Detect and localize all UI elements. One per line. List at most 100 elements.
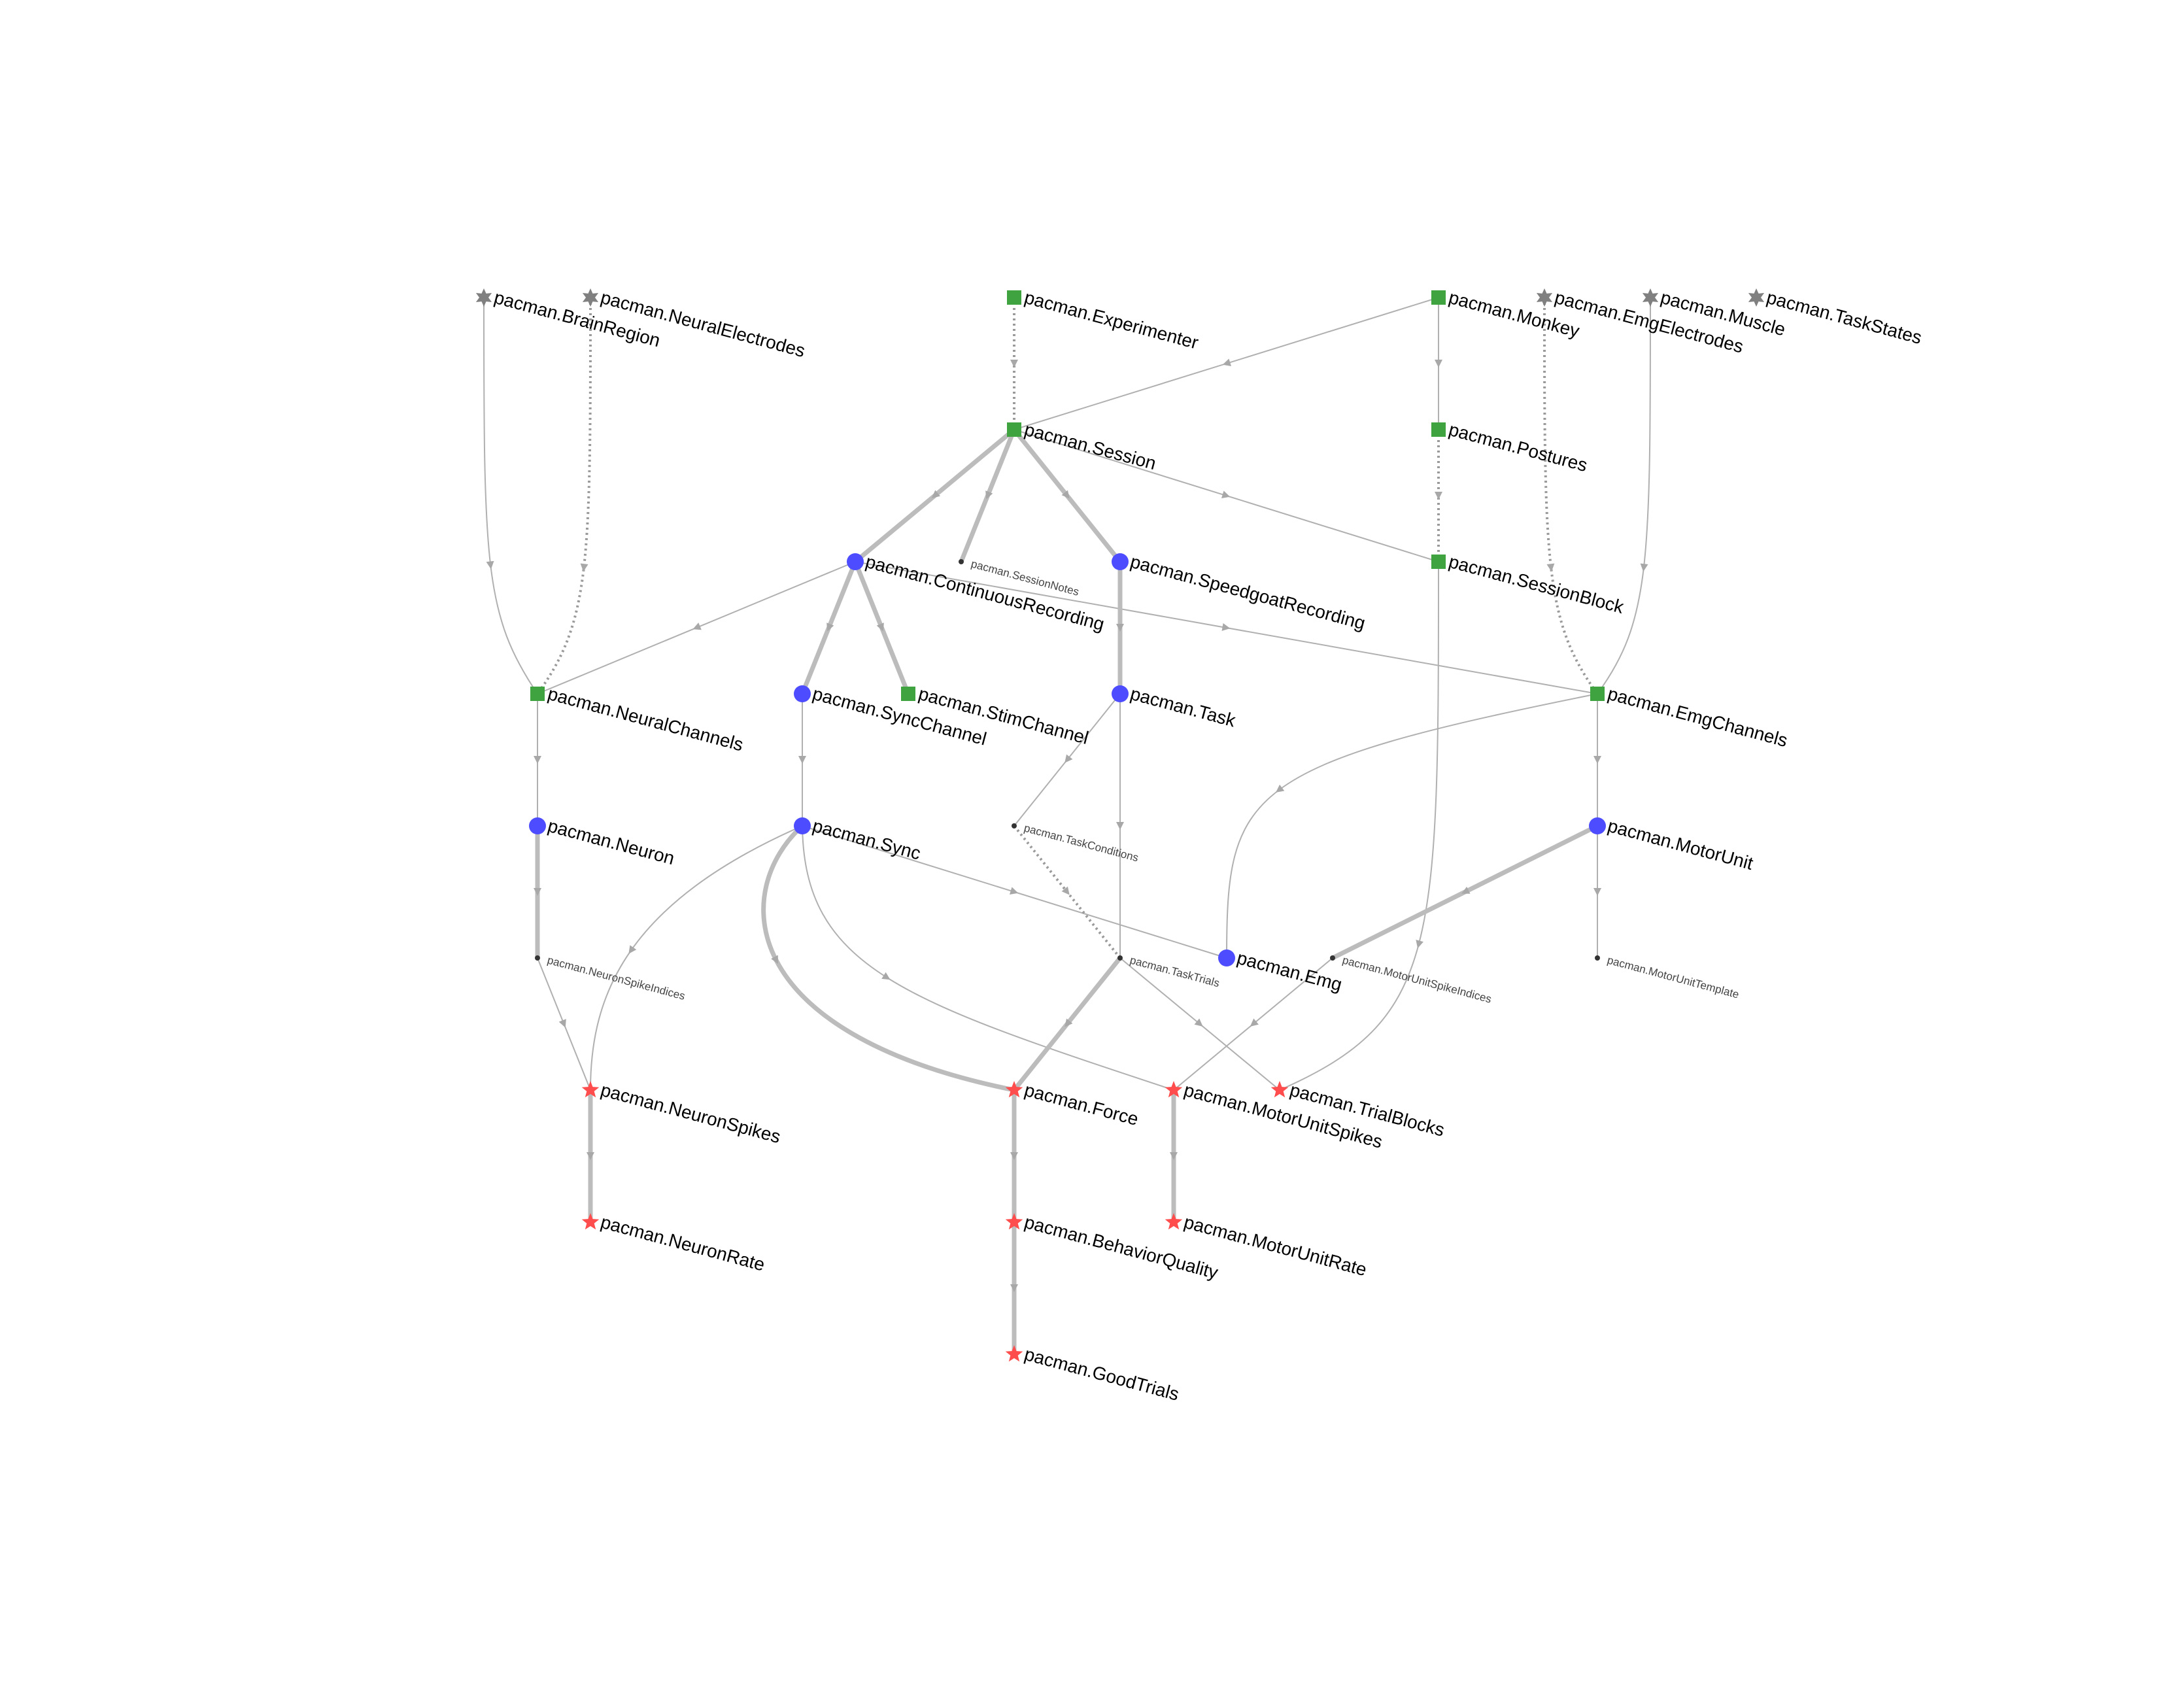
computed-table-star-icon [581, 1081, 600, 1098]
edge-pacman-muscle-to-pacman-emgchannels [1597, 297, 1651, 694]
node-pacman-neuralchannels[interactable]: pacman.NeuralChannels [530, 683, 745, 755]
arrowhead-pacman-taskconditions-to-pacman-tasktrials [1061, 886, 1070, 895]
part-table-dot-icon [959, 559, 964, 564]
edge-pacman-sync-to-pacman-force [761, 824, 1015, 1093]
arrowhead-pacman-monkey-to-pacman-session [1222, 358, 1232, 366]
arrowhead-pacman-brainregion-to-pacman-neuralchannels [486, 560, 494, 570]
part-table-dot-icon [1595, 955, 1600, 961]
manual-table-square-icon [530, 687, 545, 701]
node-label: pacman.MotorUnitTemplate [1606, 954, 1741, 1001]
node-pacman-goodtrials[interactable]: pacman.GoodTrials [1005, 1344, 1182, 1405]
computed-table-star-icon [1270, 1081, 1289, 1098]
node-label: pacman.SyncChannel [810, 683, 989, 749]
node-label: pacman.NeuronRate [598, 1212, 767, 1275]
imported-table-circle-icon [847, 553, 864, 570]
part-table-dot-icon [535, 955, 540, 961]
node-label: pacman.NeuronSpikeIndices [546, 954, 687, 1003]
manual-table-square-icon [1007, 290, 1021, 305]
node-pacman-motorunit[interactable]: pacman.MotorUnit [1589, 815, 1756, 874]
imported-table-circle-icon [1589, 817, 1606, 834]
node-label: pacman.MotorUnit [1605, 815, 1755, 874]
arrowhead-pacman-neuralchannels-to-pacman-neuron [534, 756, 541, 764]
arrowhead-pacman-continuousrecording-to-pacman-stimchannel [876, 623, 884, 632]
part-table-dot-icon [1012, 823, 1017, 828]
arrowhead-pacman-neuronspikeindices-to-pacman-neuronspikes [558, 1019, 566, 1028]
part-table-dot-icon [1117, 955, 1123, 961]
computed-table-star-icon [1005, 1345, 1023, 1362]
node-pacman-experimenter[interactable]: pacman.Experimenter [1007, 287, 1201, 353]
arrowhead-pacman-tasktrials-to-pacman-force [1064, 1018, 1073, 1027]
node-label: pacman.Force [1022, 1080, 1140, 1129]
node-label: pacman.Sync [810, 815, 923, 864]
manual-table-square-icon [1431, 422, 1446, 437]
node-pacman-force[interactable]: pacman.Force [1005, 1080, 1141, 1129]
arrowhead-pacman-sync-to-pacman-force [771, 955, 779, 965]
arrowhead-pacman-emgchannels-to-pacman-motorunit [1593, 756, 1601, 764]
arrowhead-pacman-muscle-to-pacman-emgchannels [1640, 563, 1648, 572]
arrowhead-pacman-speedgoatrecording-to-pacman-task [1116, 624, 1124, 632]
arrowhead-pacman-session-to-pacman-speedgoatrecording [1061, 490, 1070, 499]
node-pacman-neuronspikes[interactable]: pacman.NeuronSpikes [581, 1080, 783, 1147]
lookup-table-star-icon [1748, 288, 1765, 307]
arrowhead-pacman-neuralelectrodes-to-pacman-neuralchannels [580, 563, 588, 572]
node-label: pacman.TaskTrials [1129, 954, 1221, 990]
arrowhead-pacman-emgchannels-to-pacman-emg [1276, 784, 1285, 793]
imported-table-circle-icon [529, 817, 546, 834]
node-pacman-motorunitspikeindices[interactable]: pacman.MotorUnitSpikeIndices [1330, 954, 1493, 1006]
node-pacman-neuron[interactable]: pacman.Neuron [529, 815, 677, 869]
imported-table-circle-icon [794, 685, 811, 702]
computed-table-star-icon [1165, 1081, 1183, 1098]
computed-table-star-icon [1165, 1213, 1183, 1230]
node-label: pacman.StimChannel [916, 683, 1091, 748]
imported-table-circle-icon [1112, 553, 1129, 570]
arrowhead-pacman-behaviorquality-to-pacman-goodtrials [1010, 1284, 1018, 1292]
node-pacman-sync[interactable]: pacman.Sync [794, 815, 923, 864]
arrowhead-pacman-sync-to-pacman-emg [1009, 887, 1019, 895]
arrowhead-pacman-motorunit-to-pacman-motorunittemplate [1593, 888, 1601, 896]
arrowhead-pacman-motorunitspikes-to-pacman-motorunitrate [1170, 1152, 1178, 1160]
arrowhead-pacman-continuousrecording-to-pacman-syncchannel [826, 623, 834, 632]
imported-table-circle-icon [1218, 949, 1235, 966]
node-label: pacman.SpeedgoatRecording [1128, 551, 1367, 634]
node-pacman-emg[interactable]: pacman.Emg [1218, 948, 1344, 995]
edge-pacman-neuralelectrodes-to-pacman-neuralchannels [536, 297, 592, 695]
edge-pacman-sync-to-pacman-neuronspikes [590, 825, 803, 1091]
node-pacman-task[interactable]: pacman.Task [1112, 683, 1238, 731]
node-label: pacman.EmgChannels [1605, 683, 1790, 751]
node-pacman-neuronrate[interactable]: pacman.NeuronRate [581, 1212, 767, 1275]
arrowhead-pacman-session-to-pacman-sessionblock [1221, 490, 1231, 498]
node-pacman-tasktrials[interactable]: pacman.TaskTrials [1117, 954, 1221, 990]
arrowhead-pacman-emgelectrodes-to-pacman-emgchannels [1546, 563, 1555, 572]
node-label: pacman.Task [1128, 683, 1238, 731]
manual-table-square-icon [1431, 555, 1446, 569]
node-label: pacman.TaskConditions [1023, 822, 1140, 864]
computed-table-star-icon [1005, 1081, 1023, 1098]
node-pacman-neuronspikeindices[interactable]: pacman.NeuronSpikeIndices [535, 954, 687, 1003]
arrowhead-pacman-postures-to-pacman-sessionblock [1435, 492, 1442, 500]
node-pacman-postures[interactable]: pacman.Postures [1431, 419, 1590, 475]
manual-table-square-icon [901, 687, 915, 701]
arrowhead-pacman-sync-to-pacman-neuronspikes [628, 945, 637, 954]
lookup-table-star-icon [1536, 288, 1553, 307]
arrowhead-pacman-continuousrecording-to-pacman-neuralchannels [692, 623, 702, 630]
node-label: pacman.TaskStates [1764, 287, 1924, 348]
node-pacman-sessionblock[interactable]: pacman.SessionBlock [1431, 551, 1627, 618]
arrowhead-pacman-neuronspikes-to-pacman-neuronrate [587, 1152, 594, 1160]
node-label: pacman.Experimenter [1022, 287, 1201, 353]
manual-table-square-icon [1007, 422, 1021, 437]
node-pacman-motorunittemplate[interactable]: pacman.MotorUnitTemplate [1595, 954, 1741, 1001]
computed-table-star-icon [581, 1213, 600, 1230]
arrowhead-pacman-sessionblock-to-pacman-trialblocks [1416, 940, 1423, 949]
arrowhead-pacman-task-to-pacman-taskconditions [1064, 754, 1073, 763]
manual-table-square-icon [1431, 290, 1446, 305]
node-label: pacman.GoodTrials [1022, 1344, 1181, 1405]
edge-layer [483, 297, 1651, 1354]
arrowhead-pacman-motorunitspikeindices-to-pacman-motorunitspikes [1250, 1018, 1259, 1027]
arrowhead-pacman-session-to-pacman-sessionnotes [985, 490, 993, 500]
edge-pacman-brainregion-to-pacman-neuralchannels [483, 297, 538, 694]
arrowhead-pacman-continuousrecording-to-pacman-emgchannels [1221, 623, 1231, 631]
imported-table-circle-icon [794, 817, 811, 834]
node-pacman-speedgoatrecording[interactable]: pacman.SpeedgoatRecording [1112, 551, 1367, 634]
arrowhead-pacman-syncchannel-to-pacman-sync [798, 756, 806, 764]
node-pacman-emgchannels[interactable]: pacman.EmgChannels [1590, 683, 1790, 751]
